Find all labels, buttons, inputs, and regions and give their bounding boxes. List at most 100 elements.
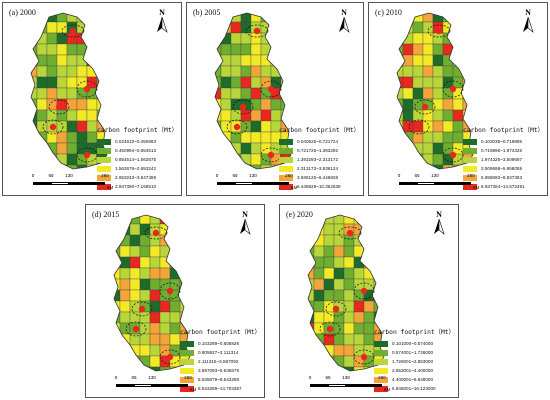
legend-range: 4.400001~6.848000 xyxy=(392,377,434,382)
legend-swatch xyxy=(463,165,477,172)
county-cell xyxy=(66,153,78,166)
county-cell xyxy=(383,245,384,258)
county-cell xyxy=(169,215,181,225)
county-cell xyxy=(149,311,161,324)
hotspot-ellipse xyxy=(76,80,98,98)
county-cell xyxy=(412,21,424,34)
city-hotspot xyxy=(332,305,340,313)
scale-segment xyxy=(116,384,134,387)
legend-swatch xyxy=(180,376,194,383)
county-cell xyxy=(353,300,365,313)
county-cell xyxy=(250,43,262,56)
county-cell xyxy=(114,256,121,269)
city-hotspot xyxy=(346,229,354,237)
county-cell xyxy=(31,153,38,166)
county-cell xyxy=(66,87,78,100)
county-cell xyxy=(313,311,325,324)
city-hotspot xyxy=(253,27,261,35)
county-cell xyxy=(313,223,325,236)
county-cell xyxy=(313,289,325,302)
legend-range: 0.721725~1.393292 xyxy=(297,148,339,153)
county-cell xyxy=(76,164,88,169)
county-cell xyxy=(432,153,444,166)
legend-swatch xyxy=(279,156,293,163)
county-cell xyxy=(353,366,365,371)
city-hotspot xyxy=(132,325,140,333)
county-cell xyxy=(397,142,404,155)
county-cell xyxy=(308,234,315,247)
legend-row: 0.103039~0.719895 xyxy=(463,137,544,146)
county-cell xyxy=(106,43,107,56)
county-cell xyxy=(46,65,58,78)
city-hotspot xyxy=(449,85,457,93)
county-cell xyxy=(373,256,384,269)
county-cell xyxy=(96,54,107,67)
legend-row: 0.450994~0.854513 xyxy=(97,146,178,155)
county-cell xyxy=(240,21,252,34)
county-cell xyxy=(313,355,325,368)
north-label: N xyxy=(436,210,442,219)
legend: carbon footprint（Mt） 0.103269~0.805826 0.8… xyxy=(180,327,261,393)
county-cell xyxy=(412,142,424,155)
county-cell xyxy=(56,54,68,67)
city-hotspot xyxy=(421,103,429,111)
north-label: N xyxy=(525,8,531,17)
county-cell xyxy=(149,289,161,302)
county-cell xyxy=(383,267,384,280)
county-cell xyxy=(139,223,151,236)
legend-swatch xyxy=(463,174,477,181)
county-cell xyxy=(220,153,232,166)
panel-label: (b) 2005 xyxy=(193,8,221,17)
county-cell xyxy=(462,43,473,56)
county-cell xyxy=(114,223,121,236)
legend-range: 1.726001~2.853000 xyxy=(392,359,434,364)
county-cell xyxy=(189,223,190,236)
scale-segment xyxy=(51,182,69,185)
city-hotspot xyxy=(360,287,368,295)
county-cell xyxy=(452,13,464,23)
scale-bar: 0 65 130 260 KM xyxy=(398,173,499,193)
county-cell xyxy=(179,311,190,324)
county-cell xyxy=(230,109,242,122)
county-cell xyxy=(353,245,365,258)
legend-title: carbon footprint（Mt） xyxy=(463,127,544,134)
county-cell xyxy=(119,223,131,236)
legend-swatch xyxy=(97,165,111,172)
county-cell xyxy=(240,54,252,67)
county-cell xyxy=(66,120,78,133)
scale-tick-label: 65 xyxy=(131,375,137,380)
county-cell xyxy=(452,120,464,133)
county-cell xyxy=(313,215,325,225)
scale-segment xyxy=(69,182,105,185)
county-cell xyxy=(308,278,315,291)
county-cell xyxy=(215,76,222,89)
scale-segment xyxy=(235,182,253,185)
county-cell xyxy=(412,65,424,78)
county-cell xyxy=(230,87,242,100)
legend-row: 2.853001~4.400000 xyxy=(374,366,455,375)
county-cell xyxy=(36,21,48,34)
city-hotspot xyxy=(435,27,443,35)
legend-range: 0.854514~1.562675 xyxy=(115,157,157,162)
county-cell xyxy=(179,267,190,280)
scale-tick-label: 130 xyxy=(148,375,156,380)
hotspot-ellipse xyxy=(125,321,147,337)
county-cell xyxy=(422,131,434,144)
county-cell xyxy=(46,87,58,100)
hotspot-ellipse xyxy=(427,24,451,38)
county-cell xyxy=(472,87,473,100)
scale-segment xyxy=(310,384,328,387)
scale-tick-label: 260 xyxy=(101,173,109,178)
county-cell xyxy=(119,300,131,313)
hotspot-ellipse xyxy=(159,282,181,300)
county-cell xyxy=(36,43,48,56)
county-cell xyxy=(472,21,473,34)
legend-title: carbon footprint（Mt） xyxy=(374,329,455,336)
county-cell xyxy=(343,333,355,346)
county-cell xyxy=(139,245,151,258)
county-cell xyxy=(432,87,444,100)
county-cell xyxy=(442,131,454,144)
county-cell xyxy=(383,256,384,269)
county-cell xyxy=(31,54,38,67)
city-hotspot xyxy=(69,27,77,35)
